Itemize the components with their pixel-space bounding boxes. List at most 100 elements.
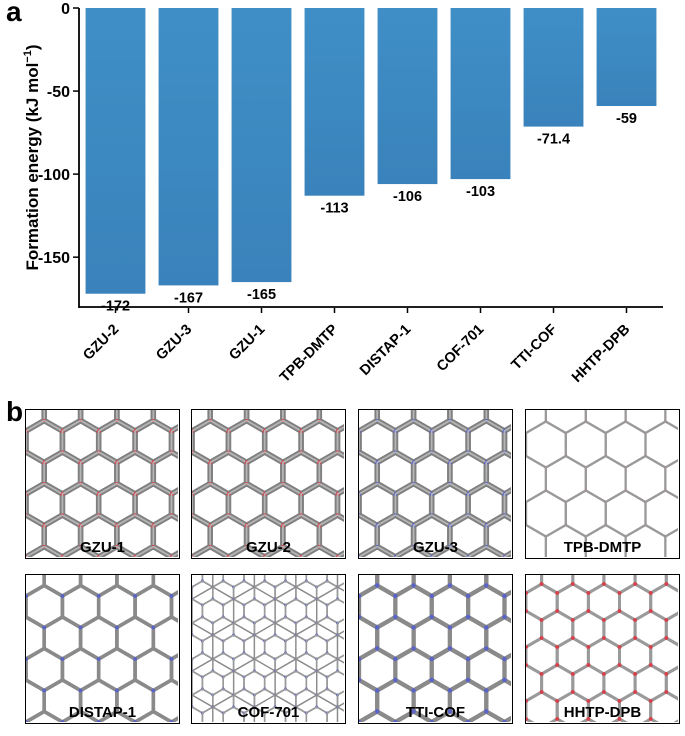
heteroatom [586,699,591,703]
structure-label-TPB-DMTP: TPB-DMTP [563,539,642,556]
heteroatom [484,709,489,714]
heteroatom [169,657,174,661]
panel-label-a: a [6,0,22,27]
bar-TTI-COF [523,8,584,127]
heteroatom [539,618,544,622]
heteroatom [60,720,65,722]
bar-TPB-DMTP [304,8,365,196]
heteroatom [465,614,471,620]
lattice-ring [624,523,667,557]
heteroatom [375,583,380,588]
lattice-ring [61,545,100,557]
heteroatom [633,690,637,694]
lattice-ring [336,630,344,664]
heteroatom [648,609,653,613]
heteroatom [26,594,28,598]
heteroatom [664,690,669,694]
heteroatom [96,594,101,598]
heteroatom [664,582,669,586]
heteroatom [555,717,560,721]
lattice-ring [212,694,256,722]
structure-image [192,410,344,557]
heteroatom [359,677,362,683]
heteroatom [633,582,637,586]
structure-image [192,575,344,722]
heteroatom [617,591,622,595]
heteroatom [502,656,507,662]
heteroatom [484,646,489,651]
heteroatom [375,688,380,693]
heteroatom [411,709,416,714]
data-label-GZU-3: -167 [174,290,203,306]
heteroatom [359,593,362,599]
lattice-ring [253,694,297,722]
structure-HHTP-DPB [525,574,680,724]
heteroatom [648,591,653,595]
heteroatom [555,663,560,667]
lattice-ring [316,658,344,708]
heteroatom [555,645,560,649]
lattice-ring [305,706,328,722]
lattice-ring [96,709,137,722]
structure-DISTAP-1 [25,574,180,724]
heteroatom [151,688,156,693]
heteroatom [96,720,101,722]
lattice-ring [375,575,416,599]
lattice-ring [263,575,287,588]
lattice-ring [42,575,83,599]
heteroatom [570,690,575,694]
lattice-ring [263,545,302,557]
heteroatom [648,699,653,703]
structure-image [359,575,511,722]
lattice-ring [584,410,627,435]
heteroatom [617,699,622,703]
heteroatom [570,636,575,640]
lattice-ring [326,670,344,696]
heteroatom [539,690,544,694]
heteroatom [633,636,637,640]
heteroatom [465,719,471,722]
structure-label-TTI-COF: TTI-COF [405,704,466,721]
heteroatom [26,720,28,722]
heteroatom [393,614,398,620]
lattice-ring [133,709,174,722]
heteroatom [602,672,606,676]
structure-GZU-1 [25,409,180,559]
lattice-ring [544,410,587,435]
heteroatom [484,583,489,588]
y-tick-label: -150 [38,250,70,267]
heteroatom [570,582,575,586]
lattice-ring [633,575,668,595]
heteroatom [115,625,119,630]
heteroatom [151,625,156,630]
y-tick-label: 0 [61,1,70,18]
heteroatom [447,646,453,651]
heteroatom [502,593,507,599]
heteroatom [169,720,174,722]
heteroatom [570,672,575,676]
y-tick-label: -100 [38,167,70,184]
structure-label-GZU-2: GZU-2 [246,539,291,556]
heteroatom [602,636,606,640]
structure-GZU-2 [191,409,346,559]
bar-COF-701 [450,8,511,180]
heteroatom [96,657,101,661]
heteroatom [617,609,622,613]
data-label-TPB-DMTP: -113 [320,201,348,217]
lattice-ring [326,598,344,624]
lattice-ring [540,575,575,595]
lattice-ring [222,575,245,588]
heteroatom [539,582,544,586]
heteroatom [586,663,591,667]
heteroatom [411,625,416,630]
heteroatom [429,677,434,683]
data-label-TTI-COF: -71.4 [537,132,570,148]
x-tick-label-TPB-DMTP: TPB-DMTP [277,321,342,386]
heteroatom [447,709,453,714]
heteroatom [664,672,669,676]
heteroatom [447,625,453,630]
heteroatom [586,645,591,649]
heteroatom [42,688,47,693]
data-label-HHTP-DPB: -59 [616,111,637,127]
heteroatom [447,688,453,693]
